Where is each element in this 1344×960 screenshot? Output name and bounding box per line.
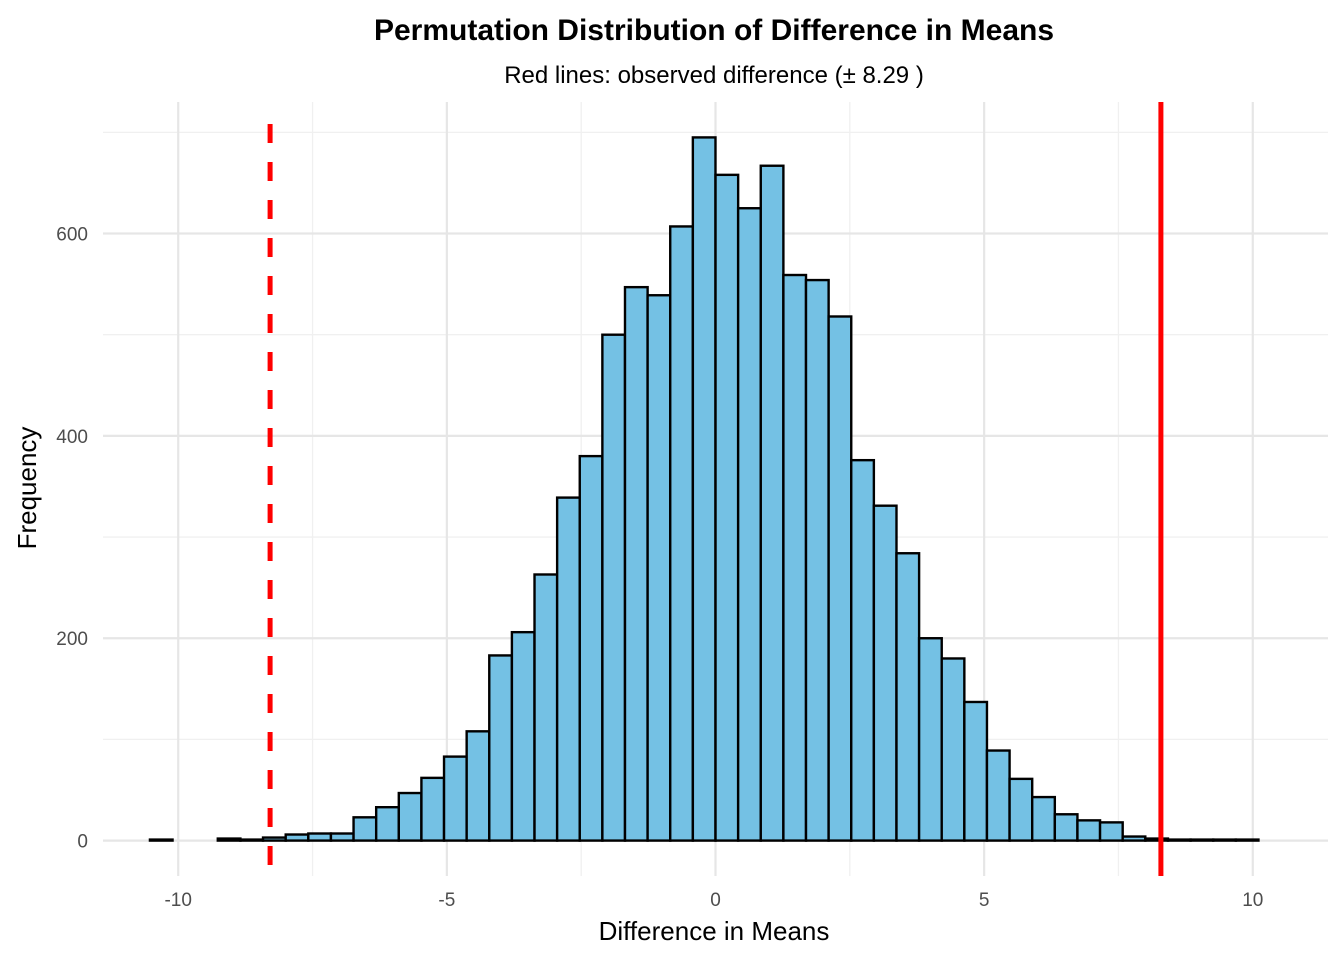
histogram-bar [1053,813,1079,842]
histogram-bar [510,630,536,842]
histogram-bar [555,496,581,842]
x-tick-label: 0 [710,890,721,911]
histogram-bar [1189,838,1215,842]
histogram-bar [669,225,695,842]
x-axis-title: Difference in Means [599,916,830,946]
histogram-bar [261,836,287,842]
y-axis-ticks: 0 200 400 600 [56,225,88,853]
histogram-bar [1234,838,1260,842]
histogram-bar [714,173,740,842]
x-tick-label: -10 [164,890,191,911]
histogram-bar [216,837,242,842]
histogram-bar [759,164,785,842]
y-tick-label: 200 [56,629,88,650]
histogram-bar [307,832,333,842]
histogram-bar [646,294,672,842]
histogram-bar [623,285,649,842]
x-tick-label: 10 [1242,890,1263,911]
histogram-bar [148,838,174,842]
histogram-bar [1030,795,1057,842]
histogram-bar [872,504,898,842]
x-tick-label: 5 [979,890,990,911]
histogram-bar [985,749,1011,842]
histogram-bar [1121,835,1147,842]
histogram-bar [1212,838,1238,842]
histogram-bar [465,730,491,842]
histogram-bar [329,832,355,842]
histogram-bar [533,573,559,842]
histogram-bar [782,273,808,842]
histogram-bar [1166,838,1192,842]
histogram-bar [374,806,401,842]
histogram-bar [963,700,989,842]
histogram-bar [352,816,378,842]
histogram-bar [1076,819,1102,842]
histogram-bars [148,136,1260,842]
histogram-bar [917,637,943,842]
histogram-bar [239,838,265,842]
chart-title: Permutation Distribution of Difference i… [374,14,1054,47]
histogram-bar [488,654,514,842]
histogram-bar [1008,777,1034,842]
histogram-bar [601,333,627,842]
histogram-bar [895,552,921,842]
chart-subtitle: Red lines: observed difference (± 8.29 ) [504,62,924,89]
y-tick-label: 600 [56,225,88,246]
histogram-bar [420,776,446,842]
x-axis-ticks: -10 -5 0 5 10 [164,890,1263,911]
histogram-bar [578,454,604,842]
histogram-bar [284,833,310,842]
histogram-bar [691,136,717,842]
x-tick-label: -5 [438,890,455,911]
histogram-bar [1098,821,1124,842]
y-axis-title: Frequency [12,427,42,550]
histogram-bar [1144,837,1170,842]
histogram-bar [940,657,966,842]
histogram-bar [804,278,830,842]
y-tick-label: 400 [56,427,88,448]
histogram-bar [736,207,762,842]
histogram-bar [850,458,876,842]
y-tick-label: 0 [77,832,88,853]
histogram-bar [442,755,468,842]
reference-lines [267,102,1164,876]
histogram-bar [397,791,423,842]
histogram-bar [827,315,853,842]
